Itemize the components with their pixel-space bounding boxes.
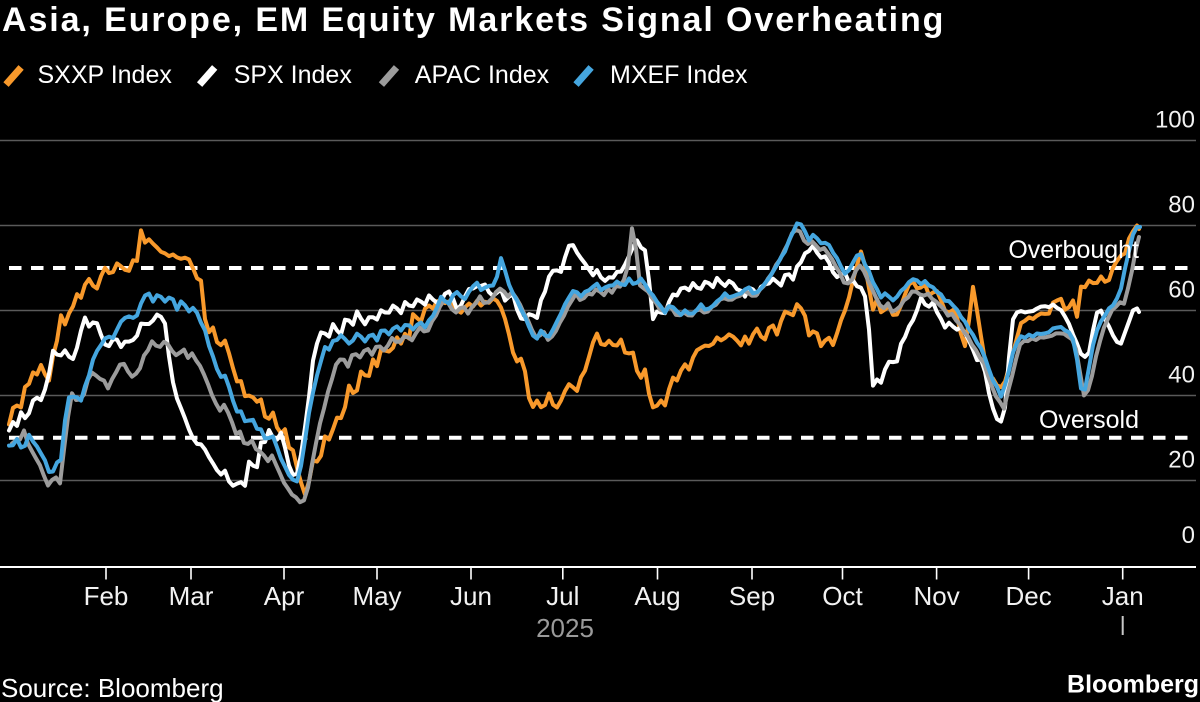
svg-text:Oversold: Oversold <box>1039 406 1139 434</box>
svg-text:APAC Index: APAC Index <box>415 61 550 89</box>
svg-text:Overbought: Overbought <box>1008 236 1139 264</box>
svg-text:60: 60 <box>1168 277 1195 304</box>
svg-text:100: 100 <box>1155 107 1195 134</box>
svg-text:Nov: Nov <box>913 581 959 611</box>
svg-text:Aug: Aug <box>634 581 680 611</box>
svg-text:Mar: Mar <box>169 581 214 611</box>
svg-text:Sep: Sep <box>729 581 775 611</box>
svg-text:Apr: Apr <box>264 581 305 611</box>
svg-text:Dec: Dec <box>1005 581 1051 611</box>
svg-text:Oct: Oct <box>822 581 863 611</box>
svg-text:80: 80 <box>1168 192 1195 219</box>
svg-text:40: 40 <box>1168 362 1195 389</box>
svg-text:May: May <box>352 581 401 611</box>
svg-text:0: 0 <box>1182 522 1195 549</box>
svg-text:Jan: Jan <box>1102 581 1144 611</box>
svg-text:SXXP Index: SXXP Index <box>38 61 173 89</box>
svg-text:Bloomberg: Bloomberg <box>1067 671 1199 699</box>
svg-text:MXEF Index: MXEF Index <box>610 61 748 89</box>
svg-text:Jul: Jul <box>546 581 579 611</box>
svg-text:SPX Index: SPX Index <box>234 61 353 89</box>
svg-text:20: 20 <box>1168 447 1195 474</box>
svg-text:2025: 2025 <box>536 613 594 643</box>
svg-text:Asia, Europe, EM Equity Market: Asia, Europe, EM Equity Markets Signal O… <box>2 1 945 39</box>
svg-text:Jun: Jun <box>450 581 492 611</box>
svg-text:Feb: Feb <box>84 581 129 611</box>
svg-text:Source: Bloomberg: Source: Bloomberg <box>1 673 224 702</box>
